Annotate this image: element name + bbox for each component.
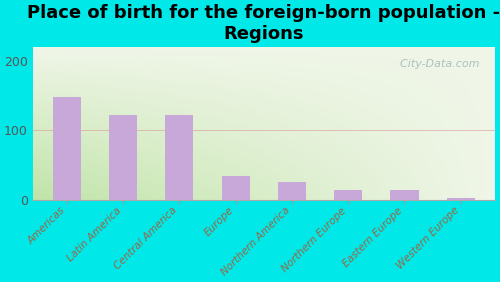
Bar (109, 115, 137, 200)
Bar (165, 115, 194, 200)
Text: City-Data.com: City-Data.com (393, 60, 480, 69)
Bar (165, 115, 194, 200)
Bar (446, 198, 475, 200)
Bar (334, 190, 362, 200)
Bar (52, 97, 81, 200)
Bar (109, 115, 137, 200)
Bar (222, 175, 250, 200)
Bar (390, 190, 418, 200)
Bar (446, 198, 475, 200)
Bar (390, 190, 418, 200)
Bar (52, 97, 81, 200)
Bar (278, 182, 306, 200)
Bar (222, 175, 250, 200)
Title: Place of birth for the foreign-born population -
Regions: Place of birth for the foreign-born popu… (27, 4, 500, 43)
Bar (278, 182, 306, 200)
Bar (334, 190, 362, 200)
